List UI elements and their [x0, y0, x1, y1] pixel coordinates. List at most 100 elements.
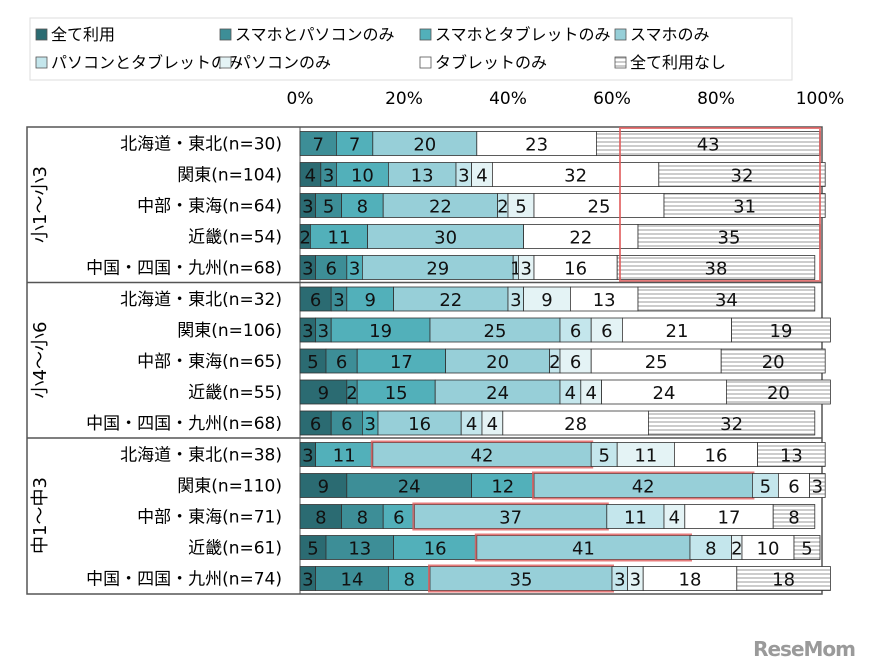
bar-segment [720, 348, 826, 374]
data-label: 8 [357, 197, 368, 218]
data-label: 13 [348, 539, 371, 560]
data-label: 3 [302, 197, 313, 218]
data-label: 6 [788, 477, 799, 498]
bar-segment [429, 317, 561, 343]
data-label: 42 [471, 446, 494, 467]
data-label: 28 [564, 414, 587, 435]
data-label: 24 [653, 383, 676, 404]
legend-label: 全て利用なし [630, 53, 726, 72]
bar-segment [377, 410, 462, 436]
bar-segment [299, 473, 348, 498]
legend-swatch [219, 28, 232, 41]
data-label: 4 [305, 166, 316, 187]
bar-segment [382, 193, 499, 218]
data-label: 9 [364, 290, 375, 311]
data-label: 16 [408, 414, 431, 435]
data-label: 5 [760, 477, 771, 498]
bar-segment [325, 348, 358, 374]
bar-segment [616, 442, 675, 467]
data-label: 5 [515, 197, 526, 218]
bar-segment [356, 379, 436, 405]
data-label: 3 [333, 290, 344, 311]
data-label: 16 [424, 539, 447, 560]
data-label: 2 [549, 352, 560, 373]
data-label: 4 [585, 383, 596, 404]
data-label: 3 [302, 570, 313, 591]
legend-label: スマホとタブレットのみ [435, 25, 611, 44]
legend-label: スマホとパソコンのみ [235, 25, 395, 44]
data-label: 5 [598, 446, 609, 467]
bar-segment [315, 255, 348, 280]
data-label: 3 [302, 446, 313, 467]
data-label: 30 [434, 228, 457, 249]
bar-segment [346, 286, 394, 312]
data-label: 19 [369, 321, 392, 342]
bar-segment [346, 473, 472, 498]
bar-segment [491, 162, 660, 187]
data-label: 8 [403, 570, 414, 591]
bar-segment [367, 224, 525, 249]
row-label: 中部・東海(n=64) [137, 197, 282, 217]
row-label: 北海道・東北(n=30) [120, 135, 282, 155]
data-label: 18 [679, 570, 702, 591]
data-label: 11 [624, 508, 647, 529]
x-tick-label: 0% [287, 89, 314, 109]
data-label: 15 [385, 383, 408, 404]
x-tick-label: 20% [385, 89, 423, 109]
bar-segment [752, 473, 779, 498]
x-tick-label: 80% [697, 89, 735, 109]
data-label: 13 [593, 290, 616, 311]
data-label: 7 [349, 135, 360, 156]
bar-segment [523, 224, 639, 249]
data-label: 4 [466, 414, 477, 435]
row-label: 中部・東海(n=71) [137, 508, 282, 528]
bar-segment [648, 410, 816, 436]
data-label: 6 [310, 290, 321, 311]
group-label: 小4～小6 [30, 322, 51, 399]
data-label: 16 [705, 446, 728, 467]
data-label: 3 [630, 570, 641, 591]
data-label: 3 [302, 321, 313, 342]
legend-label: パソコンとタブレットのみ [51, 53, 243, 72]
data-label: 32 [564, 166, 587, 187]
data-label: 10 [757, 539, 780, 560]
data-label: 22 [569, 228, 592, 249]
row-label: 中国・四国・九州(n=68) [86, 259, 282, 279]
bar-segment [299, 410, 332, 436]
bar-segment [601, 379, 727, 405]
data-label: 4 [487, 414, 498, 435]
legend-swatch [35, 28, 48, 41]
row-label: 関東(n=110) [177, 477, 282, 497]
highlight-box [619, 127, 821, 282]
legend-swatch [219, 56, 232, 69]
bar-segment [772, 504, 816, 529]
bar-segment [793, 535, 821, 560]
bar-segment [387, 566, 431, 591]
data-label: 10 [351, 166, 374, 187]
row-label: 近畿(n=54) [188, 228, 282, 248]
bar-segment [658, 162, 826, 187]
bar-segment [382, 504, 415, 529]
data-label: 6 [570, 352, 581, 373]
data-label: 29 [426, 259, 449, 280]
row-label: 中国・四国・九州(n=74) [86, 570, 282, 590]
row-label: 北海道・東北(n=38) [120, 446, 282, 466]
bar-segment [330, 410, 363, 436]
x-tick-label: 100% [796, 89, 845, 109]
data-label: 5 [323, 197, 334, 218]
data-label: 6 [341, 414, 352, 435]
bar-segment [299, 379, 348, 405]
group-label: 小1～小3 [30, 166, 51, 243]
bar-segment [663, 193, 826, 218]
bar-segment [299, 504, 342, 529]
legend-swatch [614, 28, 627, 41]
bar-segment [642, 566, 738, 591]
bar-segment [299, 535, 327, 560]
data-label: 23 [525, 135, 548, 156]
data-label: 11 [328, 228, 351, 249]
bar-segment [616, 255, 816, 280]
data-label: 6 [570, 321, 581, 342]
bar-segment [757, 442, 826, 467]
bar-segment [590, 348, 722, 374]
data-label: 20 [486, 352, 509, 373]
